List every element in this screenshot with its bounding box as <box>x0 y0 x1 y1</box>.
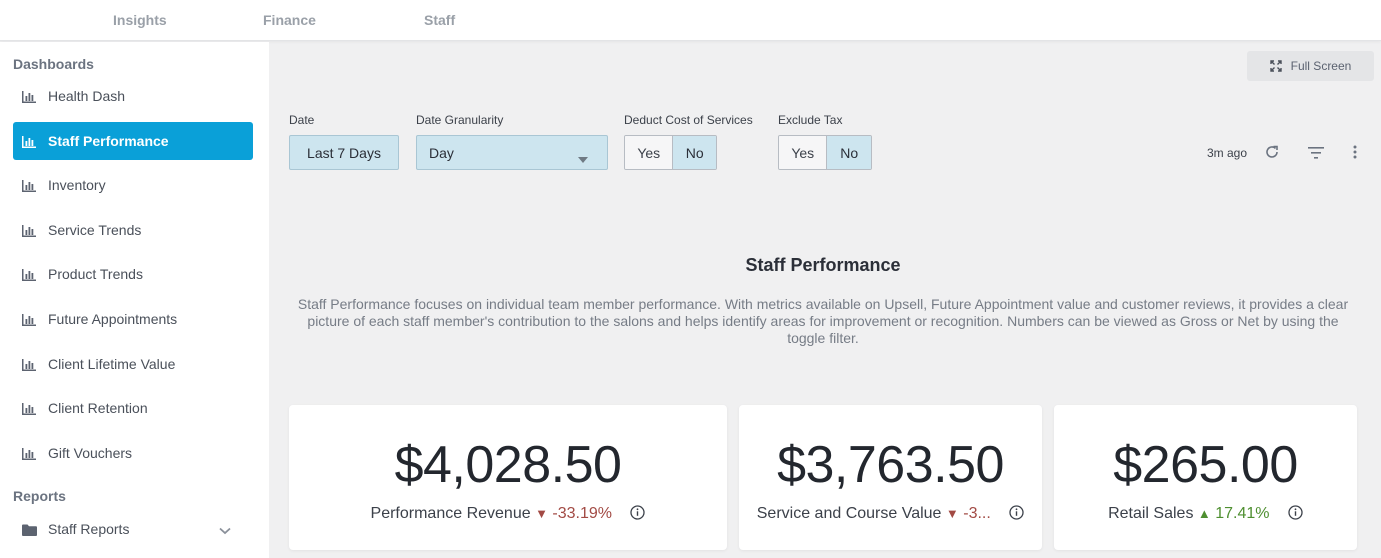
sidebar-item-staff-reports[interactable]: Staff Reports <box>13 510 253 548</box>
exclude-tax-yes-option[interactable]: Yes <box>779 136 828 169</box>
bar-chart-icon <box>22 446 38 460</box>
bar-chart-icon <box>22 267 38 281</box>
kpi-metric-row: Retail Sales ▲ 17.41% <box>1054 505 1357 525</box>
deduct-cost-filter-label: Deduct Cost of Services <box>624 113 753 127</box>
sidebar-item-label: Health Dash <box>48 88 126 104</box>
kpi-card-retail-sales: $265.00 Retail Sales ▲ 17.41% <box>1054 405 1357 550</box>
bar-chart-icon <box>22 223 38 237</box>
granularity-filter-value: Day <box>429 144 454 161</box>
reports-section-title: Reports <box>13 488 66 504</box>
exclude-tax-filter-label: Exclude Tax <box>778 113 843 127</box>
sidebar-item-future-appointments[interactable]: Future Appointments <box>13 300 253 338</box>
kpi-change: 17.41% <box>1215 505 1270 522</box>
folder-icon <box>22 522 38 536</box>
top-nav: Insights Finance Staff <box>0 0 1381 41</box>
expand-icon <box>1269 60 1282 72</box>
info-icon[interactable] <box>630 505 646 525</box>
date-filter-value: Last 7 Days <box>307 144 381 161</box>
last-updated-text: 3m ago <box>1207 146 1248 160</box>
kpi-label: Performance Revenue <box>370 505 531 522</box>
down-triangle-icon: ▼ <box>535 506 548 521</box>
tab-staff[interactable]: Staff <box>424 12 456 28</box>
chevron-down-icon[interactable] <box>219 522 231 538</box>
bar-chart-icon <box>22 312 38 326</box>
kpi-metric-row: Service and Course Value ▼ -3... <box>739 505 1042 525</box>
filter-icon[interactable] <box>1308 146 1324 164</box>
sidebar-item-health-dash[interactable]: Health Dash <box>13 77 253 115</box>
exclude-tax-toggle: Yes No <box>778 135 872 170</box>
sidebar-item-label: Staff Reports <box>48 521 130 537</box>
sidebar-item-label: Gift Vouchers <box>48 445 133 461</box>
info-icon[interactable] <box>1009 505 1024 525</box>
bar-chart-icon <box>22 178 38 192</box>
sidebar-item-gift-vouchers[interactable]: Gift Vouchers <box>13 434 253 472</box>
fullscreen-button[interactable]: Full Screen <box>1247 51 1374 81</box>
sidebar-item-product-trends[interactable]: Product Trends <box>13 255 253 293</box>
info-icon[interactable] <box>1288 505 1303 525</box>
sidebar-item-client-lifetime-value[interactable]: Client Lifetime Value <box>13 345 253 383</box>
kpi-metric-row: Performance Revenue ▼ -33.19% <box>289 505 727 525</box>
date-filter-select[interactable]: Last 7 Days <box>289 135 399 170</box>
kpi-label: Service and Course Value <box>756 505 942 522</box>
sidebar-item-label: Inventory <box>48 177 106 193</box>
sidebar-item-service-trends[interactable]: Service Trends <box>13 211 253 249</box>
dropdown-arrow-icon <box>578 150 588 166</box>
sidebar-item-label: Client Lifetime Value <box>48 356 176 372</box>
deduct-cost-toggle: Yes No <box>624 135 717 170</box>
tab-insights[interactable]: Insights <box>113 12 167 28</box>
up-triangle-icon: ▲ <box>1197 506 1211 521</box>
kpi-value: $4,028.50 <box>394 436 622 494</box>
sidebar: Dashboards Health Dash Staff Performance… <box>0 42 269 558</box>
granularity-filter-select[interactable]: Day <box>416 135 608 170</box>
deduct-cost-yes-option[interactable]: Yes <box>625 136 674 169</box>
bar-chart-icon <box>22 89 38 103</box>
kpi-label: Retail Sales <box>1108 505 1194 522</box>
sidebar-item-label: Future Appointments <box>48 311 178 327</box>
kpi-value: $3,763.50 <box>777 436 1004 494</box>
down-triangle-icon: ▼ <box>945 506 959 521</box>
dashboard-title: Staff Performance <box>745 255 901 275</box>
date-filter-label: Date <box>289 113 315 127</box>
tab-finance[interactable]: Finance <box>263 12 316 28</box>
more-options-icon[interactable] <box>1353 145 1357 164</box>
bar-chart-icon <box>22 401 38 415</box>
kpi-value: $265.00 <box>1113 436 1298 494</box>
kpi-change: -33.19% <box>552 505 612 522</box>
sidebar-item-inventory[interactable]: Inventory <box>13 166 253 204</box>
kpi-card-performance-revenue: $4,028.50 Performance Revenue ▼ -33.19% <box>289 405 727 550</box>
bar-chart-icon <box>22 134 38 148</box>
dashboards-section-title: Dashboards <box>13 56 94 72</box>
dashboard-description: Staff Performance focuses on individual … <box>297 296 1349 346</box>
bar-chart-icon <box>22 357 38 371</box>
sidebar-item-staff-performance[interactable]: Staff Performance <box>13 122 253 160</box>
deduct-cost-no-option[interactable]: No <box>673 136 716 169</box>
kpi-change: -3... <box>963 505 991 522</box>
sidebar-item-client-retention[interactable]: Client Retention <box>13 389 253 427</box>
sidebar-item-label: Client Retention <box>48 400 148 416</box>
sidebar-item-label: Staff Performance <box>48 133 169 149</box>
sidebar-item-label: Product Trends <box>48 266 143 282</box>
refresh-icon[interactable] <box>1264 144 1280 165</box>
kpi-card-service-course-value: $3,763.50 Service and Course Value ▼ -3.… <box>739 405 1042 550</box>
exclude-tax-no-option[interactable]: No <box>827 136 871 169</box>
sidebar-item-label: Service Trends <box>48 222 142 238</box>
fullscreen-label: Full Screen <box>1290 59 1352 73</box>
granularity-filter-label: Date Granularity <box>416 113 504 127</box>
